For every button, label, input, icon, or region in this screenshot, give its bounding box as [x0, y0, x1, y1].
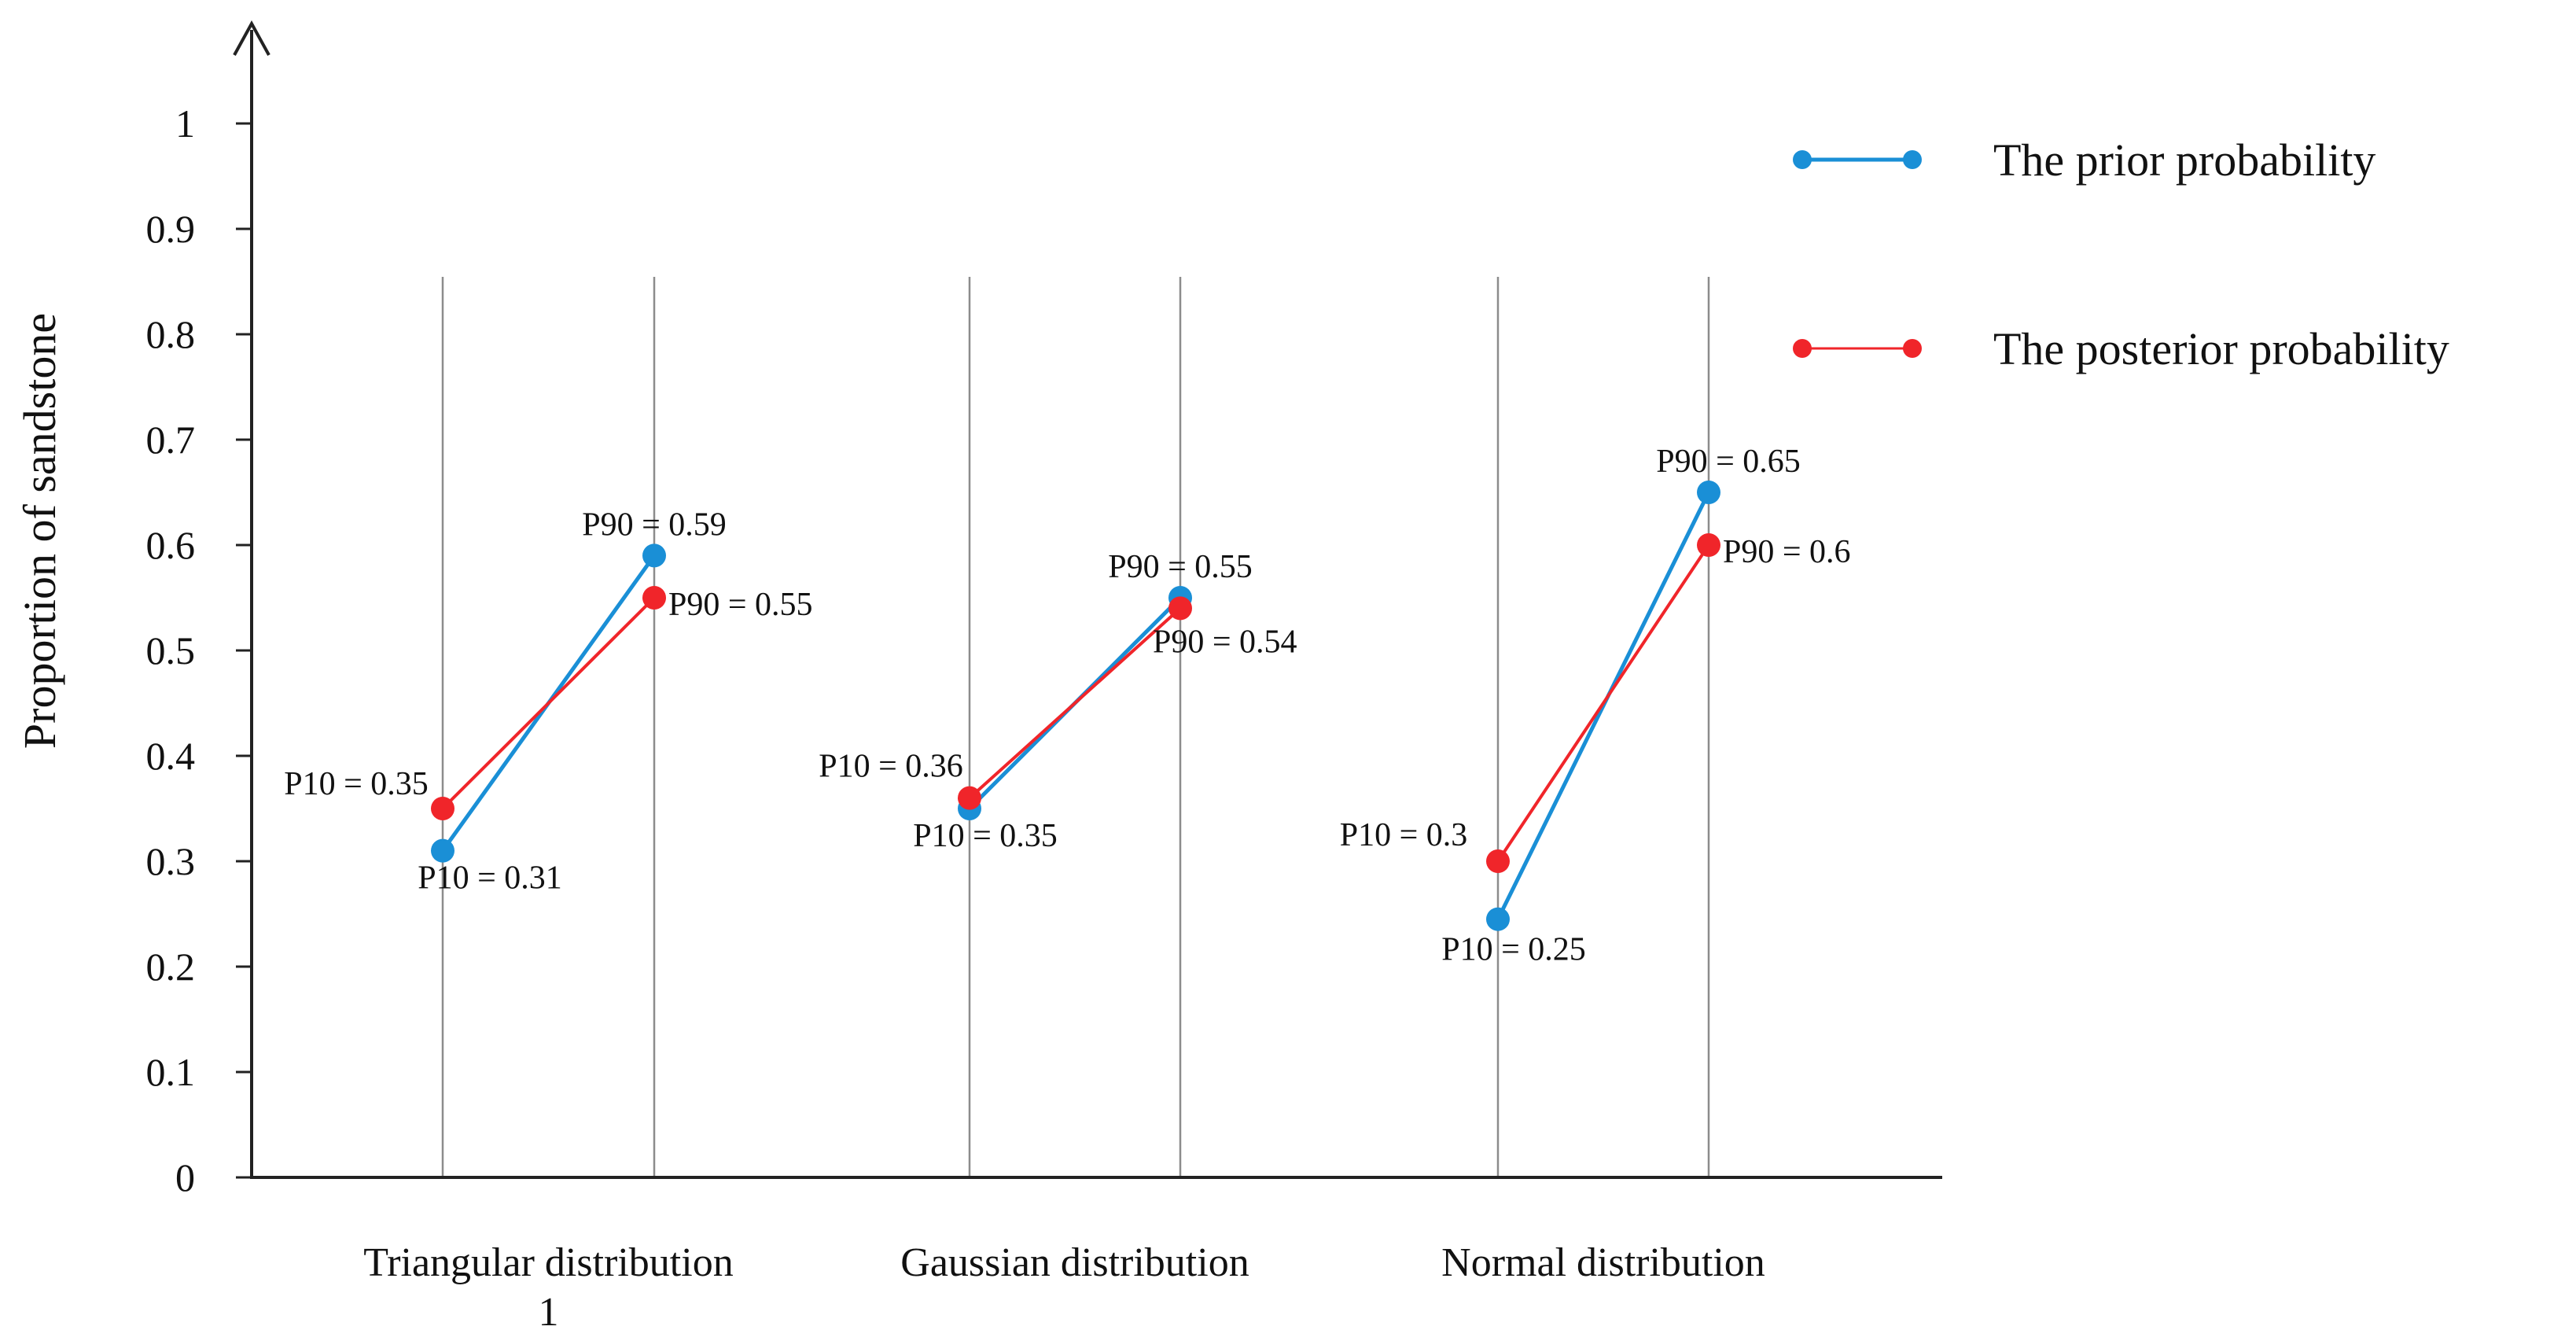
series-0-p10-label-1: P10 = 0.35 — [913, 818, 1058, 854]
y-tick-label: 0.3 — [146, 839, 196, 883]
x-category-label: Gaussian distribution — [900, 1240, 1249, 1285]
series-1-point-p90-2 — [1697, 533, 1720, 557]
series-0-p10-label-2: P10 = 0.25 — [1441, 932, 1586, 968]
x-category-label: Normal distribution — [1441, 1240, 1765, 1285]
series-1-point-p90-0 — [642, 586, 666, 610]
y-axis-arrow-icon — [233, 20, 270, 56]
y-tick-label: 0.8 — [146, 312, 196, 356]
series-1-point-p90-1 — [1168, 596, 1192, 621]
series-1-segment-1 — [968, 606, 1182, 800]
series-1-point-p10-2 — [1486, 849, 1510, 873]
point-labels: P10 = 0.31 P90 = 0.59 P10 = 0.35 P90 = 0.55… — [284, 444, 1850, 968]
series-0-point-p10-2 — [1486, 907, 1510, 931]
series-1-p90-label-0: P90 = 0.55 — [668, 587, 813, 623]
y-tick-label: 0 — [175, 1155, 195, 1199]
legend-label-0: The prior probability — [1993, 134, 2375, 186]
series-1-p90-label-2: P90 = 0.6 — [1723, 534, 1851, 570]
legend-marker-start-1 — [1793, 339, 1812, 358]
axes: 0 0.1 0.2 0.3 0.4 0.5 0.6 0.7 0.8 0.9 1 Proportion … — [14, 20, 1942, 1335]
series-0-p90-label-1: P90 = 0.55 — [1108, 549, 1253, 585]
legend-marker-end-0 — [1903, 150, 1922, 169]
y-tick-label: 0.2 — [146, 945, 196, 989]
legend-marker-start-0 — [1793, 150, 1812, 169]
series-1-p10-label-1: P10 = 0.36 — [819, 749, 963, 785]
y-tick-label: 0.7 — [146, 418, 196, 462]
x-category-label: Triangular distribution — [363, 1240, 733, 1285]
series-0-p90-label-0: P90 = 0.59 — [582, 507, 727, 543]
series-0-p90-label-2: P90 = 0.65 — [1656, 444, 1801, 480]
y-tick-label: 1 — [175, 101, 195, 146]
series-1-segment-0 — [441, 596, 656, 810]
series-0-p10-label-0: P10 = 0.31 — [418, 860, 562, 897]
y-tick-label: 0.6 — [146, 523, 196, 567]
y-tick-label: 0.4 — [146, 734, 196, 778]
series-0-point-p10-0 — [431, 838, 454, 863]
y-axis-title: Proportion of sandstone — [14, 313, 65, 749]
series-0-point-p90-0 — [642, 543, 666, 568]
grid-lines — [441, 277, 1710, 1177]
series-1-point-p10-0 — [431, 797, 454, 820]
x-category-label-line2: 1 — [539, 1290, 559, 1335]
legend-label-1: The posterior probability — [1993, 323, 2449, 374]
y-tick-label: 0.1 — [146, 1050, 196, 1094]
legend: The prior probability The posterior proba… — [1793, 134, 2449, 374]
legend-marker-end-1 — [1903, 339, 1922, 358]
series-1-p10-label-0: P10 = 0.35 — [284, 766, 429, 802]
y-tick-label: 0.5 — [146, 628, 196, 672]
series-1-point-p10-1 — [958, 786, 981, 810]
series-1-segment-2 — [1496, 543, 1710, 863]
series-1-p90-label-1: P90 = 0.54 — [1153, 624, 1297, 660]
series-layer — [431, 481, 1720, 931]
series-1-p10-label-2: P10 = 0.3 — [1340, 817, 1468, 853]
y-tick-label: 0.9 — [146, 207, 196, 251]
series-0-point-p90-2 — [1697, 481, 1720, 504]
